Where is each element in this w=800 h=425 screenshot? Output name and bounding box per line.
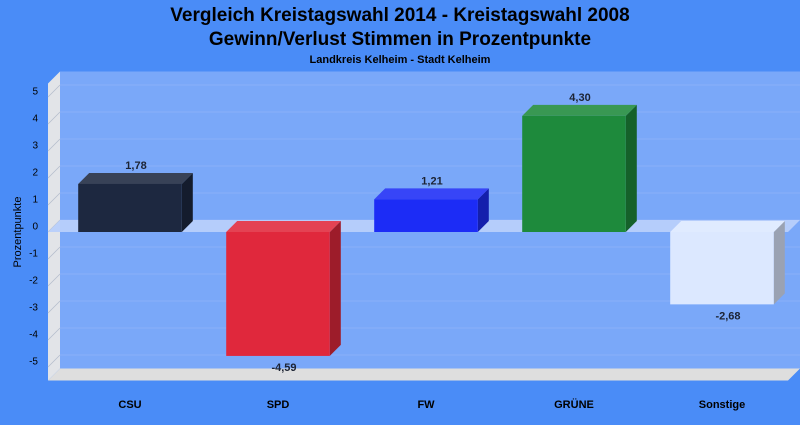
- y-tick-label: -1: [29, 249, 38, 260]
- plot-floor: [48, 368, 800, 381]
- data-label-grüne: 4,30: [569, 92, 590, 104]
- x-tick-label: SPD: [267, 399, 290, 411]
- y-tick-label: -5: [29, 357, 38, 368]
- y-axis-label: Prozentpunkte: [12, 197, 24, 268]
- y-tick-label: 1: [32, 195, 38, 206]
- bar-grüne: [522, 115, 626, 232]
- data-label-csu: 1,78: [125, 160, 146, 172]
- chart-subtitle: Landkreis Kelheim - Stadt Kelheim: [310, 54, 491, 66]
- y-tick-label: 4: [32, 114, 38, 125]
- y-tick-label: 2: [32, 168, 38, 179]
- bar-side-grüne: [625, 104, 637, 232]
- bar-side-spd: [329, 221, 341, 356]
- y-tick-label: -4: [29, 330, 38, 341]
- data-label-spd: -4,59: [271, 362, 296, 374]
- grid-line-side: [47, 84, 61, 98]
- grid-line-side: [47, 192, 61, 206]
- chart-title-line2: Gewinn/Verlust Stimmen in Prozentpunkte: [209, 29, 591, 50]
- grid-line-side: [47, 246, 61, 260]
- y-tick-label: 5: [32, 87, 38, 98]
- grid-line-side: [47, 165, 61, 179]
- chart-title-line1: Vergleich Kreistagswahl 2014 - Kreistags…: [170, 5, 629, 26]
- bar-fw: [374, 199, 478, 232]
- x-tick-label: FW: [417, 399, 435, 411]
- grid-line-side: [47, 273, 61, 287]
- bar-top-spd: [226, 221, 341, 232]
- bar-csu: [78, 183, 182, 232]
- bar-top-csu: [78, 172, 193, 184]
- bar-top-grüne: [522, 104, 637, 116]
- plot-area: 5 4 3 2 1 0 -1 -2 -3 -4 -5 1,78 CSU -4,59 SPD 1,21 FW 4,3…: [29, 71, 800, 411]
- grid-line-side: [47, 354, 61, 368]
- x-tick-label: CSU: [118, 399, 141, 411]
- grid-line-side: [47, 111, 61, 125]
- x-tick-label: GRÜNE: [554, 398, 594, 411]
- bar-sonstige: [670, 232, 774, 305]
- bar-spd: [226, 232, 330, 356]
- x-tick-label: Sonstige: [699, 399, 745, 411]
- bar-top-fw: [374, 188, 489, 200]
- bar-side-sonstige: [773, 221, 785, 305]
- grid-line-side: [47, 327, 61, 341]
- bar-side-csu: [181, 172, 193, 232]
- y-tick-label: -3: [29, 303, 38, 314]
- bar-side-fw: [477, 188, 489, 232]
- y-tick-label: 0: [32, 222, 38, 233]
- y-tick-label: 3: [32, 141, 38, 152]
- data-label-sonstige: -2,68: [715, 310, 740, 322]
- y-tick-label: -2: [29, 276, 38, 287]
- data-label-fw: 1,21: [421, 175, 442, 187]
- grid-line-side: [47, 138, 61, 152]
- bar-top-sonstige: [670, 221, 785, 232]
- grid-line-side: [47, 300, 61, 314]
